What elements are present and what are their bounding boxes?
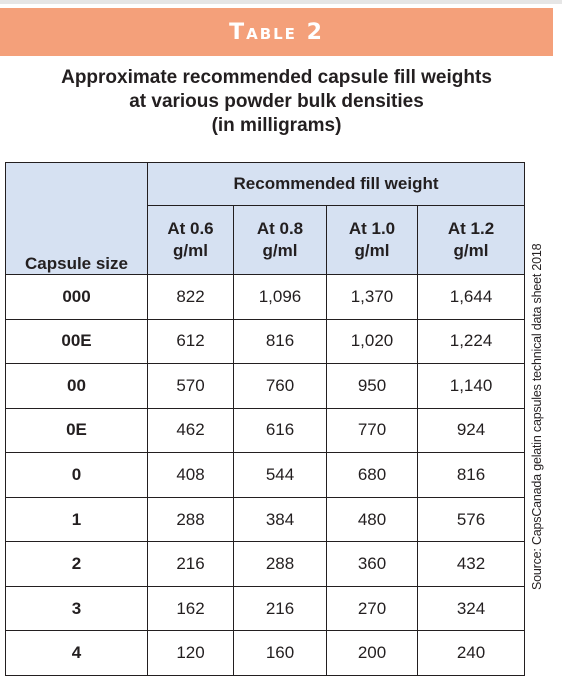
table-body: 000 822 1,096 1,370 1,644 00E 612 816 1,020 1,224… [5,274,526,676]
fill-weight-cell: 162 [147,585,234,632]
fill-weight-cell: 680 [326,452,418,498]
fill-weight-cell: 576 [416,496,526,543]
fill-weight-cell: 288 [233,541,327,587]
fill-weight-cell: 924 [416,407,526,454]
fill-weight-cell: 324 [416,585,526,632]
density-unit: g/ml [354,241,390,260]
capsule-size-cell: 2 [5,541,148,587]
table-row: 000 822 1,096 1,370 1,644 [5,274,526,320]
fill-weight-cell: 240 [416,630,526,676]
fill-weight-cell: 288 [147,496,234,543]
fill-weight-cell: 462 [147,407,234,454]
table-banner: Table 2 [0,8,553,56]
table-row: 0E 462 616 770 924 [5,407,526,454]
fill-weight-cell: 216 [233,585,327,632]
fill-weight-cell: 200 [326,630,418,676]
density-value: At 0.6 [167,219,214,238]
fill-weight-cell: 216 [147,541,234,587]
capsule-size-cell: 00 [5,363,148,409]
fill-weight-cell: 1,370 [326,274,418,320]
caption-line-1: Approximate recommended capsule fill wei… [61,67,492,88]
fill-weight-cell: 616 [233,407,327,454]
caption-line-2: at various powder bulk densities [129,91,424,112]
table-row: 0 408 544 680 816 [5,452,526,498]
fill-weight-cell: 480 [326,496,418,543]
density-header: At 0.8 g/ml [233,205,327,275]
fill-weight-cell: 120 [147,630,234,676]
capsule-size-cell: 3 [5,585,148,632]
density-header: At 0.6 g/ml [147,205,234,275]
fill-weight-cell: 384 [233,496,327,543]
density-unit: g/ml [262,241,298,260]
capsule-size-header: Capsule size [5,162,148,275]
density-value: At 1.2 [447,219,495,238]
capsule-size-cell: 0E [5,407,148,454]
capsule-size-cell: 0 [5,452,148,498]
density-header: At 1.0 g/ml [326,205,418,275]
table-row: 2 216 288 360 432 [5,541,526,587]
fill-weight-cell: 1,140 [416,363,526,409]
table-row: 1 288 384 480 576 [5,496,526,543]
density-header: At 1.2 g/ml [416,205,526,275]
fill-weight-cell: 570 [147,363,234,409]
capsule-size-cell: 000 [5,274,148,320]
fill-weight-cell: 360 [326,541,418,587]
fill-weight-cell: 1,224 [416,318,526,365]
capsule-size-cell: 4 [5,630,148,676]
fill-weight-cell: 1,644 [416,274,526,320]
caption-line-3: (in milligrams) [211,115,342,136]
table-caption: Approximate recommended capsule fill wei… [0,66,553,138]
fill-weight-cell: 544 [233,452,327,498]
capsule-size-cell: 00E [5,318,148,365]
density-unit: g/ml [173,241,208,260]
fill-weight-cell: 816 [233,318,327,365]
table-row: 00E 612 816 1,020 1,224 [5,318,526,365]
fill-weight-cell: 408 [147,452,234,498]
banner-title: Table 2 [229,19,324,45]
table-row: 3 162 216 270 324 [5,585,526,632]
fill-weight-cell: 816 [416,452,526,498]
table-row: 4 120 160 200 240 [5,630,526,676]
fill-weight-cell: 770 [326,407,418,454]
recommended-fill-weight-header: Recommended fill weight [146,162,526,206]
table-row: 00 570 760 950 1,140 [5,363,526,409]
fill-weight-cell: 1,096 [233,274,327,320]
capsule-size-cell: 1 [5,496,148,543]
density-unit: g/ml [453,241,489,260]
fill-weight-cell: 432 [416,541,526,587]
fill-weight-table: Capsule size Recommended fill weight At … [5,162,526,676]
fill-weight-cell: 760 [233,363,327,409]
density-value: At 1.0 [348,219,396,238]
fill-weight-cell: 950 [326,363,418,409]
fill-weight-cell: 160 [233,630,327,676]
fill-weight-cell: 270 [326,585,418,632]
fill-weight-cell: 822 [147,274,234,320]
source-note: Source: CapsCanada gelatin capsules tech… [530,243,544,590]
fill-weight-cell: 612 [147,318,234,365]
density-value: At 0.8 [256,219,304,238]
fill-weight-cell: 1,020 [326,318,418,365]
top-rule [0,0,562,4]
